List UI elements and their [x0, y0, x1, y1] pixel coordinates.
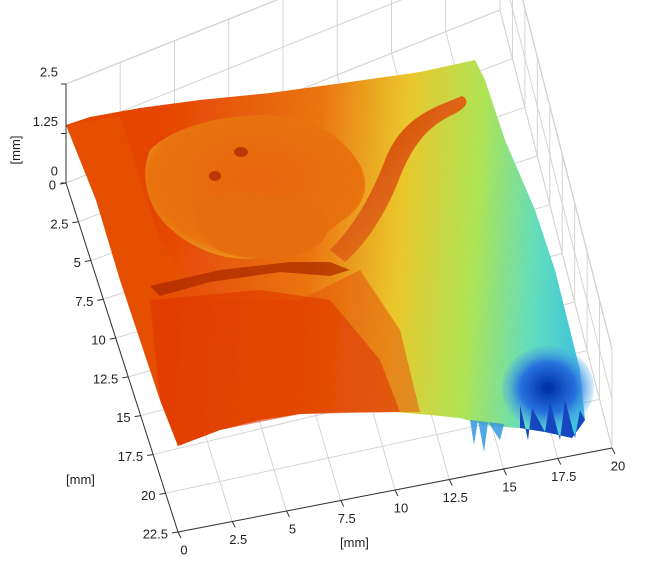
- x-tick-6: [503, 468, 507, 476]
- x-tick-0: [177, 531, 182, 539]
- y-axis-title: [mm]: [66, 472, 95, 487]
- x-tick-8: [611, 447, 616, 455]
- x-tick-label-0: 0: [180, 543, 187, 558]
- y-tick-label-9: 22.5: [143, 527, 168, 542]
- curved-ridge: [330, 96, 467, 262]
- z-axis-title: [mm]: [8, 136, 23, 165]
- side-wall-grid-z-2: [522, 0, 613, 350]
- x-tick-label-6: 15: [502, 480, 516, 495]
- y-tick-2: [84, 260, 91, 263]
- x-tick-4: [394, 489, 399, 497]
- y-tick-9: [171, 531, 179, 534]
- y-tick-label-2: 5: [74, 255, 81, 270]
- y-tick-7: [147, 453, 154, 456]
- y-tick-6: [134, 415, 141, 418]
- plateau-pit-2: [209, 171, 221, 181]
- y-tick-8: [159, 492, 166, 495]
- x-tick-label-3: 7.5: [338, 511, 356, 526]
- x-tick-3: [340, 500, 345, 507]
- back-wall-grid-z-2: [65, 0, 279, 85]
- y-tick-5: [122, 376, 129, 379]
- y-tick-label-6: 15: [116, 410, 130, 425]
- x-axis-title: [mm]: [340, 535, 369, 550]
- z-tick-label-1: 1.25: [33, 114, 58, 129]
- z-tick-label-0: 0: [51, 164, 58, 179]
- y-tick-label-7: 17.5: [118, 449, 143, 464]
- y-tick-label-1: 2.5: [50, 216, 68, 231]
- x-tick-label-1: 2.5: [229, 532, 247, 547]
- x-tick-label-4: 10: [394, 501, 408, 516]
- x-tick-label-2: 5: [289, 522, 296, 537]
- side-wall-grid-z-1: [509, 0, 613, 399]
- x-tick-1: [231, 521, 236, 528]
- axis-tick-labels: 0 2.5 5 7.5 10 12.5 15 17.5 20 0 2.5 5 7.5 10 12.5 15 17…: [33, 65, 626, 558]
- side-wall-grid-z-0: [499, 9, 613, 449]
- x-tick-label-7: 17.5: [551, 469, 576, 484]
- surface-lower-red-zone: [150, 290, 400, 446]
- back-wall-grid-z-1: [65, 0, 403, 134]
- x-tick-5: [448, 479, 453, 486]
- height-surface: [66, 60, 594, 452]
- y-tick-1: [72, 221, 79, 224]
- x-tick-label-8: 20: [611, 459, 625, 474]
- y-tick-label-5: 12.5: [93, 371, 118, 386]
- plateau-lower-lobe: [195, 192, 329, 259]
- z-tick-label-2: 2.5: [40, 65, 58, 80]
- x-tick-7: [557, 458, 562, 465]
- y-tick-3: [97, 298, 104, 301]
- x-tick-label-5: 12.5: [443, 490, 468, 505]
- edge-spikes: [470, 420, 504, 452]
- y-axis-line: [65, 182, 179, 533]
- step-shadow: [150, 262, 350, 296]
- depression-spikes: [520, 400, 585, 440]
- plateau-pit-1: [234, 147, 248, 157]
- blue-depression: [502, 346, 594, 430]
- y-tick-label-8: 20: [141, 488, 155, 503]
- y-tick-4: [109, 337, 116, 340]
- y-tick-label-4: 10: [91, 333, 105, 348]
- y-tick-label-3: 7.5: [75, 294, 93, 309]
- y-tick-label-0: 0: [49, 178, 56, 193]
- x-tick-2: [286, 510, 290, 518]
- axis-ticks: [59, 83, 616, 539]
